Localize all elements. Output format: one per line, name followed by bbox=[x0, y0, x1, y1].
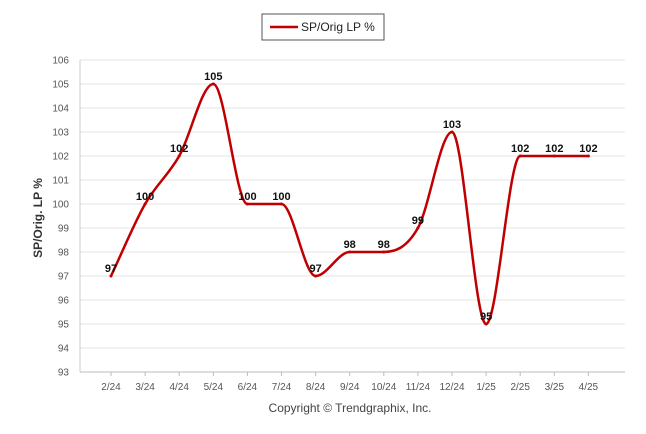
y-tick-label: 102 bbox=[52, 152, 69, 163]
x-tick-label: 5/24 bbox=[204, 382, 224, 393]
x-tick-label: 2/24 bbox=[101, 382, 121, 393]
data-label: 98 bbox=[344, 239, 356, 251]
data-label: 105 bbox=[204, 71, 222, 83]
data-label: 102 bbox=[170, 143, 188, 155]
legend-entry: SP/Orig LP % bbox=[301, 20, 375, 34]
y-tick-label: 93 bbox=[58, 368, 70, 379]
data-point bbox=[552, 154, 556, 158]
legend: SP/Orig LP % bbox=[261, 13, 385, 41]
data-point bbox=[143, 202, 147, 206]
y-tick-label: 104 bbox=[52, 104, 69, 115]
x-tick-label: 4/24 bbox=[169, 382, 189, 393]
y-tick-label: 99 bbox=[58, 224, 70, 235]
data-point bbox=[177, 154, 181, 158]
data-point bbox=[280, 202, 283, 206]
data-label: 102 bbox=[579, 143, 597, 155]
data-label: 100 bbox=[136, 191, 154, 203]
x-tick-label: 7/24 bbox=[272, 382, 292, 393]
y-tick-label: 97 bbox=[58, 272, 70, 283]
x-tick-label: 8/24 bbox=[306, 382, 326, 393]
y-axis-label: SP/Orig. LP % bbox=[31, 178, 45, 258]
data-point bbox=[109, 274, 113, 278]
data-point bbox=[518, 154, 522, 158]
grid-lines bbox=[80, 59, 625, 373]
x-tick-label: 10/24 bbox=[371, 382, 396, 393]
series-line bbox=[109, 82, 589, 326]
data-label: 100 bbox=[238, 191, 256, 203]
series-layer bbox=[109, 82, 590, 326]
data-point bbox=[586, 154, 590, 158]
x-tick-label: 3/25 bbox=[545, 382, 565, 393]
data-labels: 97 100 102 105 100 100 97 98 98 99 103 95 102 102 102 bbox=[105, 71, 598, 323]
y-tick-label: 101 bbox=[52, 176, 69, 187]
y-tick-label: 94 bbox=[58, 344, 70, 355]
y-tick-label: 103 bbox=[52, 128, 69, 139]
y-tick-label: 98 bbox=[58, 248, 70, 259]
data-point bbox=[211, 82, 215, 86]
x-axis: 2/24 3/24 4/24 5/24 6/24 7/24 8/24 9/24 10/24 11/… bbox=[80, 371, 625, 393]
y-tick-label: 95 bbox=[58, 320, 70, 331]
y-tick-label: 105 bbox=[52, 80, 69, 91]
data-label: 99 bbox=[412, 215, 424, 227]
data-label: 100 bbox=[272, 191, 290, 203]
data-point bbox=[416, 226, 420, 230]
data-label: 102 bbox=[545, 143, 563, 155]
data-label: 97 bbox=[309, 263, 321, 275]
x-tick-label: 3/24 bbox=[135, 382, 155, 393]
data-label: 95 bbox=[480, 311, 492, 323]
x-tick-label: 6/24 bbox=[238, 382, 258, 393]
data-point bbox=[245, 202, 249, 206]
data-point bbox=[450, 130, 454, 134]
data-point bbox=[382, 250, 386, 254]
data-point bbox=[314, 274, 318, 278]
x-tick-label: 9/24 bbox=[340, 382, 360, 393]
y-tick-label: 96 bbox=[58, 296, 70, 307]
x-tick-label: 1/25 bbox=[476, 382, 496, 393]
x-tick-label: 12/24 bbox=[439, 382, 464, 393]
y-tick-label: 100 bbox=[52, 200, 69, 211]
data-point bbox=[348, 250, 352, 254]
x-tick-label: 2/25 bbox=[510, 382, 530, 393]
data-label: 103 bbox=[443, 119, 461, 131]
data-label: 98 bbox=[378, 239, 390, 251]
y-tick-label: 106 bbox=[52, 56, 69, 67]
y-axis: 93 94 95 96 97 98 99 100 101 102 103 104 105 106 bbox=[52, 56, 81, 379]
data-label: 102 bbox=[511, 143, 529, 155]
data-point bbox=[484, 322, 488, 326]
copyright-text: Copyright © Trendgraphix, Inc. bbox=[269, 401, 432, 415]
data-label: 97 bbox=[105, 263, 117, 275]
x-tick-label: 4/25 bbox=[579, 382, 599, 393]
x-tick-label: 11/24 bbox=[406, 382, 431, 393]
